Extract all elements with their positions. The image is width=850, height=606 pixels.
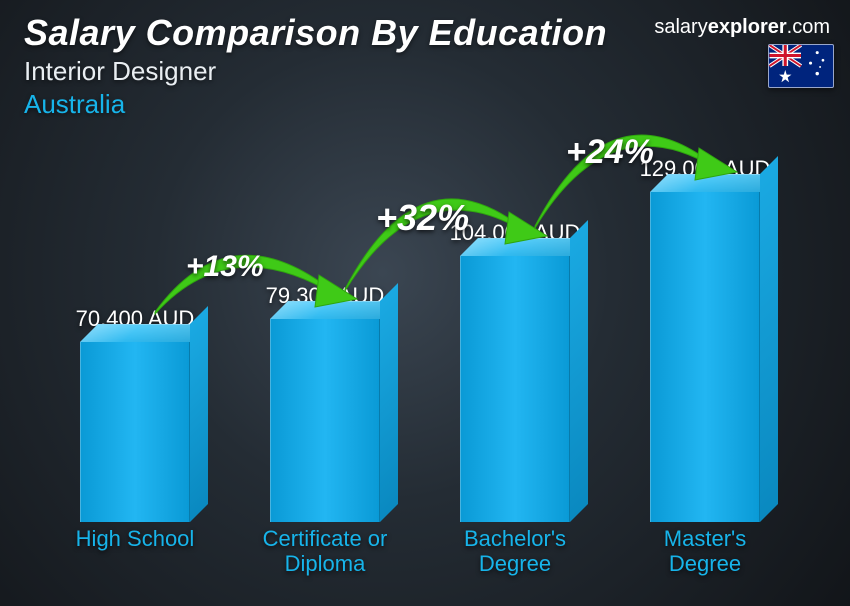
- chart-subtitle: Interior Designer: [24, 56, 826, 87]
- brand-text-3: .com: [787, 16, 830, 38]
- bar-top-face: [270, 301, 398, 319]
- chart-country: Australia: [24, 89, 826, 120]
- brand-logo: salaryexplorer.com: [654, 16, 830, 39]
- bar-body: [80, 342, 190, 522]
- bar-front-face: [80, 342, 190, 522]
- bar-side-face: [570, 220, 588, 522]
- bar-side-face: [760, 156, 778, 522]
- bar: 79,300 AUD: [241, 283, 408, 522]
- category-labels: High School Certificate orDiploma Bachelor…: [40, 526, 800, 582]
- infographic-stage: Salary Comparison By Education Interior …: [0, 0, 850, 606]
- bar: 129,000 AUD: [621, 156, 788, 522]
- bar-top-face: [80, 324, 208, 342]
- bar-chart: 70,400 AUD79,300 AUD104,000 AUD129,000 A…: [40, 150, 800, 582]
- category-label: Bachelor'sDegree: [431, 526, 598, 582]
- bar-front-face: [650, 192, 760, 522]
- bar-body: [650, 192, 760, 522]
- bar-top-face: [460, 238, 588, 256]
- bar-side-face: [380, 283, 398, 522]
- brand-text-1: salary: [654, 16, 707, 38]
- bar: 70,400 AUD: [51, 306, 218, 522]
- bar-body: [460, 256, 570, 522]
- bar-side-face: [190, 306, 208, 522]
- category-label: High School: [51, 526, 218, 582]
- bar-top-face: [650, 174, 778, 192]
- bar: 104,000 AUD: [431, 220, 598, 522]
- category-label: Certificate orDiploma: [241, 526, 408, 582]
- flag-icon: [768, 44, 834, 88]
- bar-body: [270, 319, 380, 522]
- category-label: Master'sDegree: [621, 526, 788, 582]
- brand-text-2: explorer: [708, 16, 787, 38]
- bar-front-face: [270, 319, 380, 522]
- bars-container: 70,400 AUD79,300 AUD104,000 AUD129,000 A…: [40, 150, 800, 522]
- bar-front-face: [460, 256, 570, 522]
